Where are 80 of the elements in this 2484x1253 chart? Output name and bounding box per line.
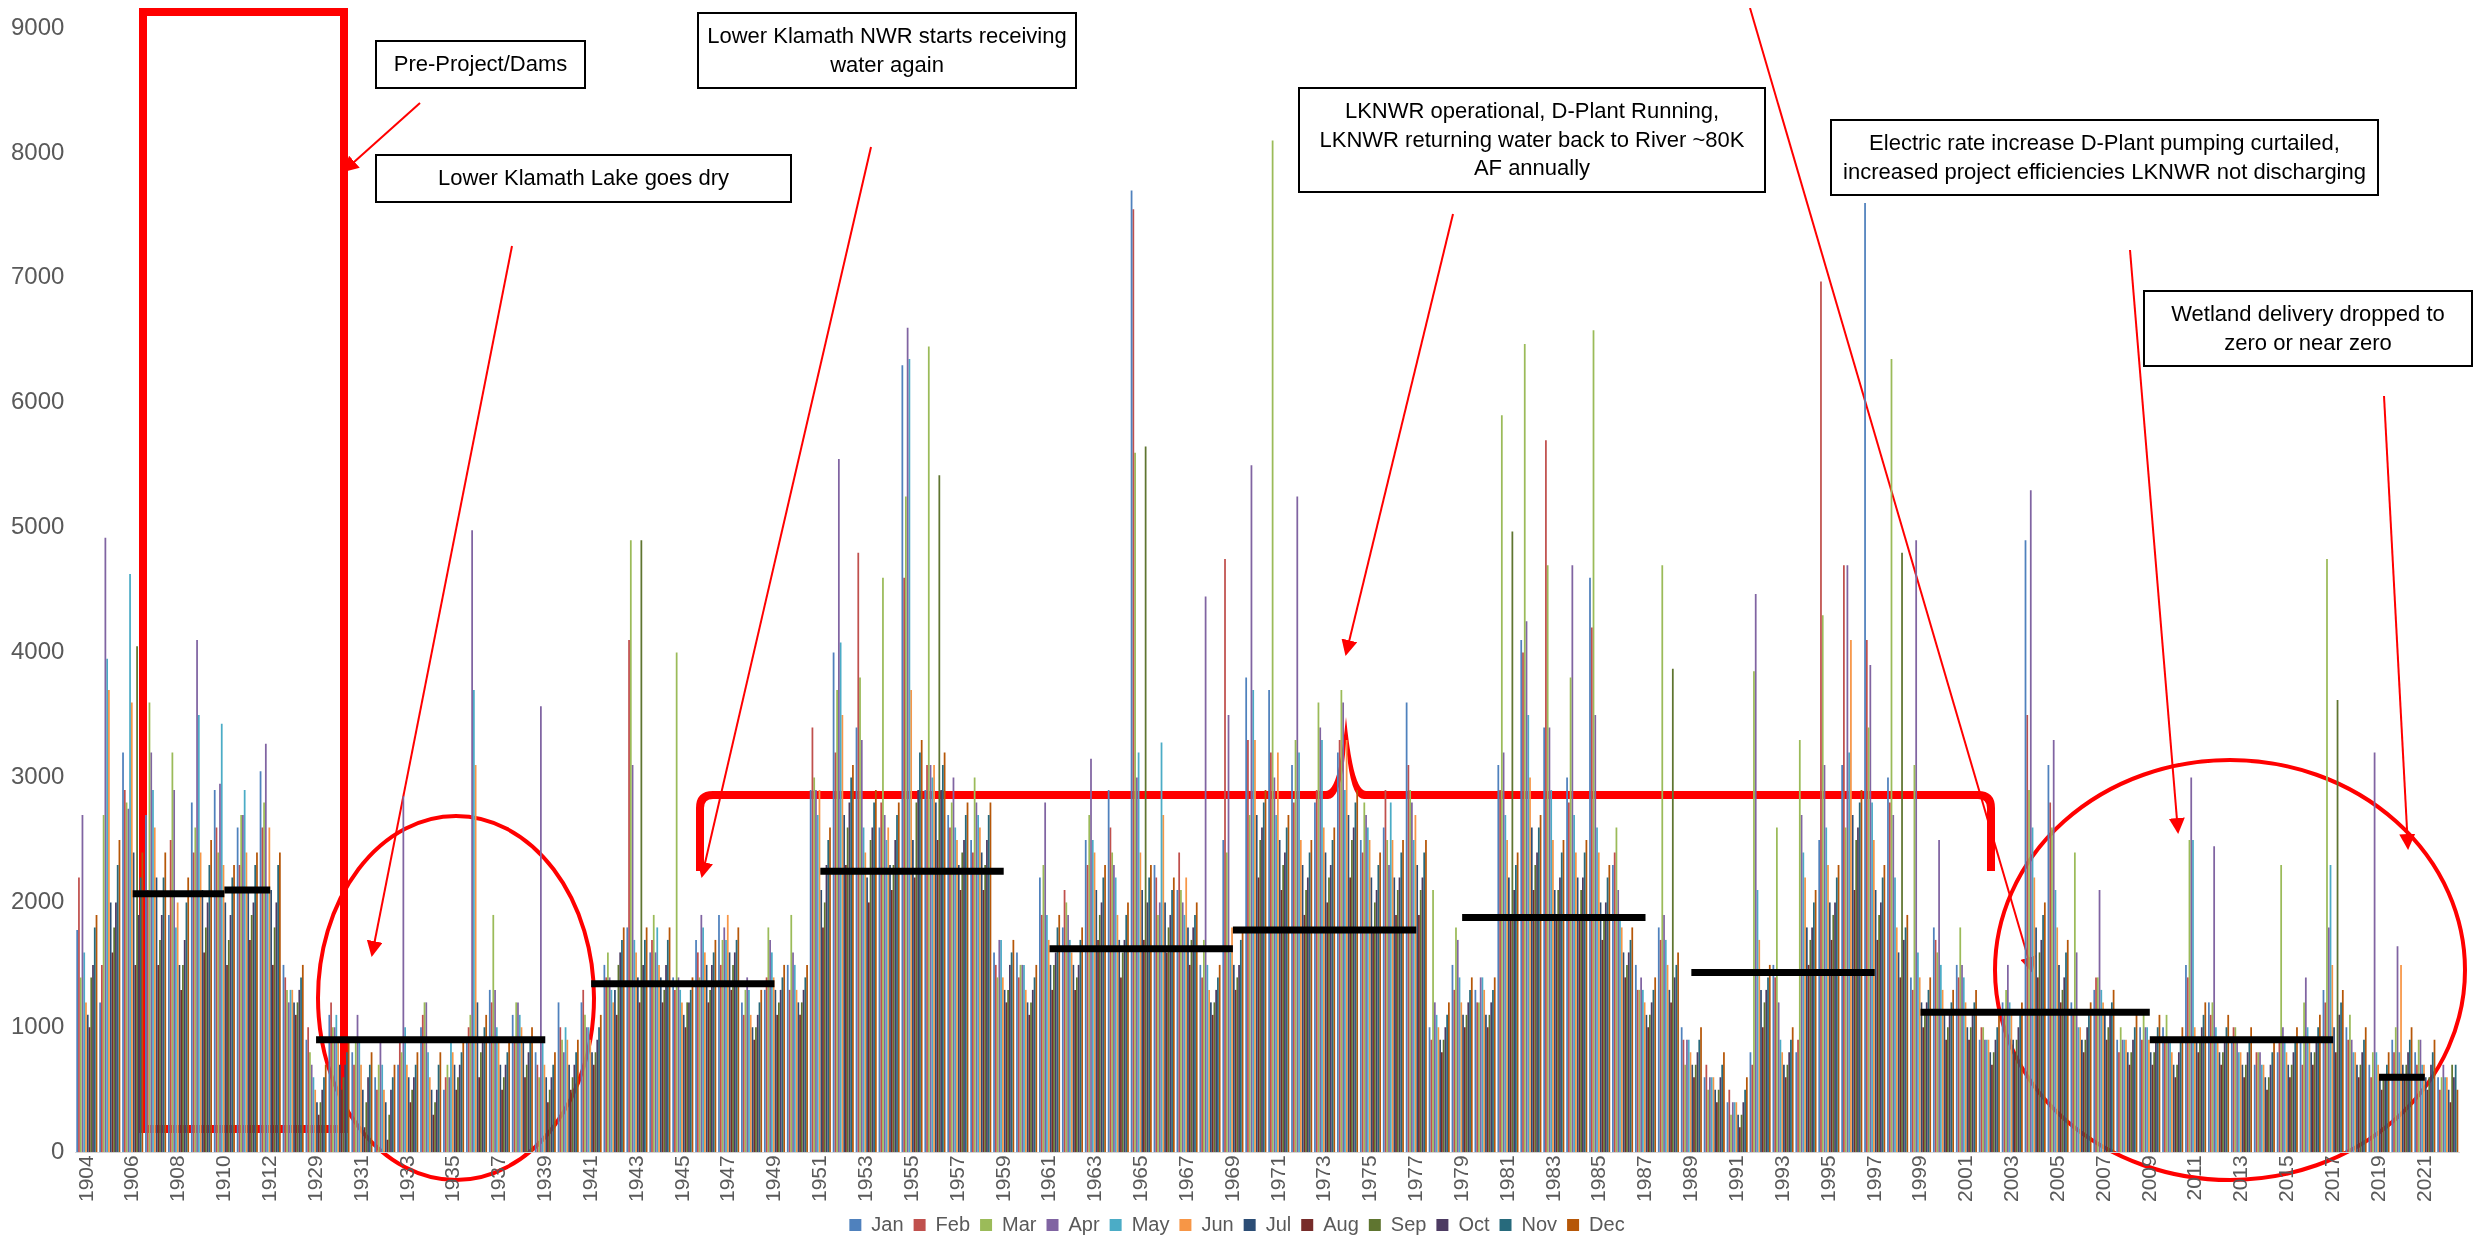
legend-label: Feb [935, 1212, 971, 1235]
x-tick-label: 2005 [2044, 1155, 2068, 1202]
x-tick-label: 1993 [1769, 1155, 1793, 1202]
x-tick-label: 1989 [1678, 1155, 1702, 1202]
x-tick-label: 1967 [1173, 1155, 1197, 1202]
legend-label: Jun [1201, 1212, 1234, 1235]
x-tick-label: 2021 [2411, 1155, 2435, 1202]
x-tick-label: 1975 [1357, 1155, 1381, 1202]
x-tick-label: 1933 [394, 1155, 418, 1202]
x-tick-label: 2011 [2182, 1155, 2206, 1201]
annotation: Electric rate increase D-Plant pumping curtailed, increased project efficiencies LKNWR not discharging [1830, 119, 2379, 197]
x-tick-label: 1995 [1815, 1155, 1839, 1202]
x-tick-label: 1951 [807, 1155, 831, 1202]
x-tick-label: 2001 [1953, 1155, 1977, 1202]
y-tick-label: 3000 [11, 762, 65, 790]
x-tick-label: 1961 [1036, 1155, 1060, 1202]
y-tick-label: 6000 [11, 387, 65, 415]
x-tick-label: 1983 [1540, 1155, 1564, 1202]
x-tick-label: 1908 [165, 1155, 189, 1202]
legend-label: Sep [1390, 1212, 1427, 1235]
x-tick-label: 2019 [2365, 1155, 2389, 1202]
x-tick-label: 1969 [1219, 1155, 1243, 1202]
x-tick-label: 1973 [1311, 1155, 1335, 1202]
x-tick-label: 1991 [1723, 1155, 1747, 1202]
x-tick-label: 1985 [1586, 1155, 1610, 1202]
legend-label: Jan [871, 1212, 904, 1235]
y-tick-label: 7000 [11, 262, 65, 290]
x-tick-label: 1979 [1448, 1155, 1472, 1202]
y-tick-label: 8000 [11, 137, 65, 165]
x-tick-label: 1953 [852, 1155, 876, 1202]
x-tick-label: 1931 [348, 1155, 372, 1202]
legend-label: Dec [1589, 1212, 1625, 1235]
x-tick-label: 1997 [1861, 1155, 1885, 1202]
x-tick-label: 1965 [1128, 1155, 1152, 1202]
x-tick-label: 2009 [2136, 1155, 2160, 1202]
annotation: Pre-Project/Dams [375, 40, 586, 89]
x-tick-label: 1959 [990, 1155, 1014, 1202]
y-tick-label: 5000 [11, 512, 65, 540]
x-tick-label: 1955 [898, 1155, 922, 1202]
x-tick-label: 1971 [1265, 1155, 1289, 1202]
annotation: LKNWR operational, D-Plant Running, LKNWR returning water back to River ~80K AF annually [1298, 87, 1766, 193]
x-tick-label: 1937 [486, 1155, 510, 1202]
x-tick-label: 1987 [1632, 1155, 1656, 1202]
annotation: Lower Klamath Lake goes dry [375, 154, 792, 203]
x-tick-label: 2017 [2319, 1155, 2343, 1202]
x-tick-label: 1963 [1082, 1155, 1106, 1202]
x-tick-label: 1977 [1403, 1155, 1427, 1202]
y-tick-label: 1000 [11, 1011, 65, 1039]
x-tick-label: 2013 [2228, 1155, 2252, 1202]
x-tick-label: 2007 [2090, 1155, 2114, 1202]
x-tick-label: 1929 [302, 1155, 326, 1202]
x-tick-label: 2015 [2274, 1155, 2298, 1202]
x-tick-label: 1941 [577, 1155, 601, 1202]
y-tick-label: 9000 [11, 12, 65, 40]
x-tick-label: 1912 [257, 1155, 281, 1202]
legend-label: Jul [1265, 1212, 1292, 1235]
legend-label: May [1131, 1212, 1170, 1235]
x-tick-label: 1957 [944, 1155, 968, 1202]
x-tick-label: 1945 [669, 1155, 693, 1202]
legend-label: Apr [1068, 1212, 1100, 1235]
x-tick-label: 1943 [623, 1155, 647, 1202]
x-tick-label: 1981 [1494, 1155, 1518, 1202]
x-tick-label: 2003 [1999, 1155, 2023, 1202]
x-tick-label: 1935 [440, 1155, 464, 1202]
x-tick-label: 1947 [715, 1155, 739, 1202]
y-tick-label: 2000 [11, 887, 65, 915]
x-tick-label: 1939 [532, 1155, 556, 1202]
x-tick-label: 1999 [1907, 1155, 1931, 1202]
annotation: Wetland delivery dropped to zero or near zero [2143, 290, 2473, 368]
x-tick-label: 1949 [761, 1155, 785, 1202]
x-tick-label: 1904 [73, 1154, 97, 1202]
legend-label: Mar [1002, 1212, 1037, 1235]
legend-label: Oct [1458, 1212, 1490, 1235]
legend-label: Aug [1323, 1212, 1359, 1235]
legend-label: Nov [1521, 1212, 1558, 1235]
x-tick-label: 1906 [119, 1155, 143, 1202]
y-tick-label: 4000 [11, 637, 65, 665]
x-tick-label: 1910 [211, 1155, 235, 1202]
y-tick-label: 0 [51, 1136, 65, 1164]
annotation: Lower Klamath NWR starts receiving water again [697, 12, 1077, 90]
